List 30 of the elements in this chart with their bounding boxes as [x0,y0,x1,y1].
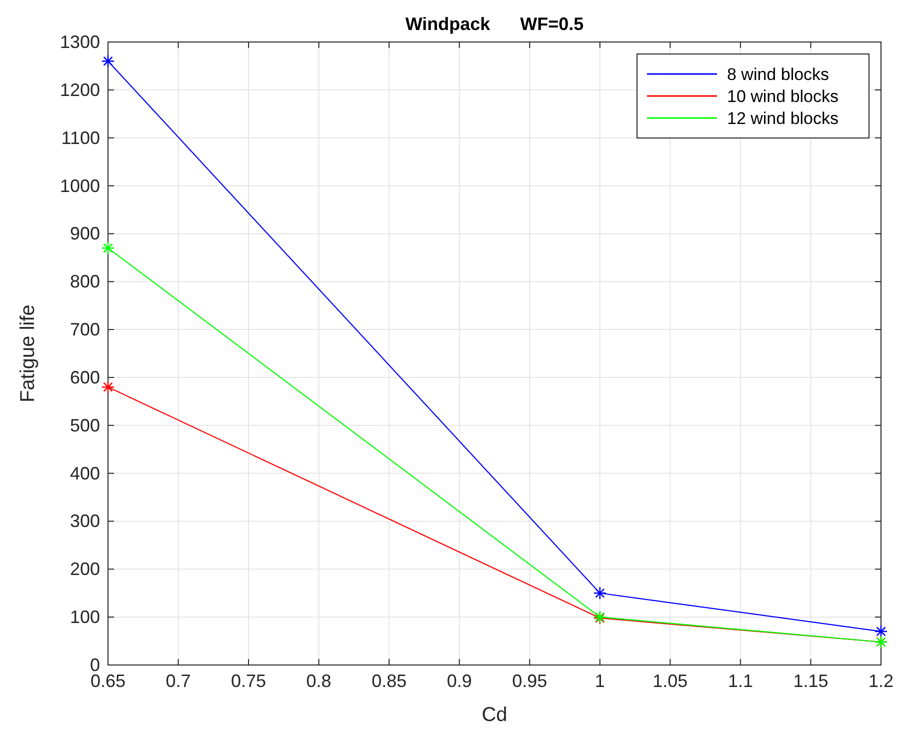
x-tick-label: 0.75 [231,671,266,691]
x-tick-label: 1 [594,671,605,691]
x-tick-label: 0.8 [306,671,332,691]
y-tick-label: 1100 [61,128,100,148]
y-tick-label: 300 [70,511,100,532]
y-tick-label: 700 [70,320,100,340]
y-tick-label: 800 [70,272,100,292]
y-tick-label: 500 [70,415,100,436]
y-tick-label: 400 [70,463,100,484]
x-tick-label: 1.05 [652,671,688,691]
y-tick-label: 1300 [60,32,100,52]
x-tick-label: 0.9 [446,671,472,691]
x-tick-label: 0.95 [512,671,548,691]
y-tick-label: 100 [70,607,100,628]
y-tick-label: 200 [70,559,100,580]
x-tick-label: 1.2 [868,671,894,691]
x-tick-label: 0.85 [372,671,407,691]
legend-label: 12 wind blocks [727,109,839,128]
legend-label: 10 wind blocks [727,87,839,106]
chart-title: Windpack WF=0.5 [405,14,584,34]
x-axis-title: Cd [482,704,508,726]
y-tick-label: 1200 [60,80,100,100]
x-tick-label: 1.15 [793,671,828,691]
y-tick-label: 900 [70,224,100,244]
y-axis-title: Fatigue life [17,304,39,402]
x-tick-label: 0.7 [166,671,191,691]
y-tick-label: 600 [70,367,100,388]
x-tick-label: 1.1 [728,671,753,691]
legend-label: 8 wind blocks [727,65,830,84]
y-tick-label: 1000 [60,176,100,196]
